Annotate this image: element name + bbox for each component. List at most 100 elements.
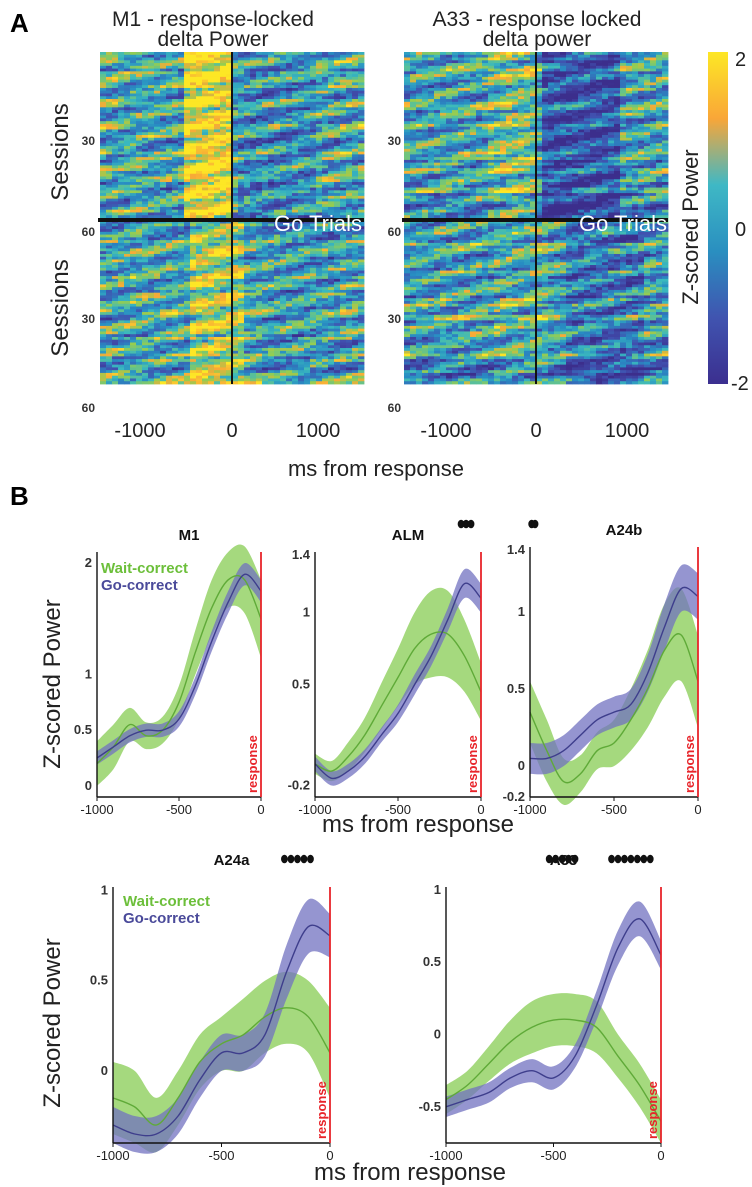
heatmap-cell	[286, 289, 293, 294]
heatmap-cell	[304, 336, 311, 341]
heatmap-cell	[136, 90, 143, 94]
heatmap-cell	[322, 350, 329, 354]
heatmap-cell	[322, 93, 329, 97]
heatmap-cell	[322, 209, 329, 213]
heatmap-cell	[136, 253, 143, 258]
heatmap-cell	[100, 295, 107, 299]
heatmap-cell	[142, 182, 149, 186]
heatmap-cell	[292, 176, 299, 180]
heatmap-cell	[118, 356, 125, 360]
heatmap-cell	[232, 331, 239, 335]
heatmap-cell	[130, 104, 137, 108]
heatmap-cell	[274, 284, 281, 288]
heatmap-cell	[124, 328, 131, 332]
heatmap-cell	[130, 54, 137, 58]
heatmap-cell	[148, 146, 155, 150]
heatmap-cell	[148, 298, 155, 302]
heatmap-cell	[202, 146, 209, 150]
heatmap-cell	[136, 301, 143, 305]
heatmap-cell	[352, 284, 359, 288]
heatmap-cell	[154, 170, 161, 175]
heatmap-cell	[304, 52, 311, 56]
heatmap-cell	[130, 229, 137, 233]
heatmap-cell	[172, 289, 179, 294]
heatmap-cell	[106, 60, 113, 64]
heatmap-cell	[232, 295, 239, 299]
heatmap-cell	[280, 359, 287, 363]
heatmap-cell	[340, 201, 347, 205]
heatmap-cell	[304, 301, 311, 305]
heatmap-cell	[148, 364, 155, 368]
heatmap-cell	[322, 223, 329, 227]
heatmap-cell	[286, 65, 293, 69]
heatmap-cell	[292, 146, 299, 150]
heatmap-cell	[106, 146, 113, 150]
heatmap-cell	[340, 350, 347, 354]
heatmap-cell	[328, 132, 335, 136]
heatmap-cell	[130, 353, 137, 357]
heatmap-cell	[238, 270, 245, 274]
heatmap-cell	[298, 323, 305, 327]
heatmap-cell	[322, 170, 329, 175]
heatmap-cell	[184, 276, 191, 280]
heatmap-cell	[256, 312, 263, 316]
heatmap-cell	[214, 320, 221, 324]
heatmap-cell	[130, 226, 137, 230]
heatmap-cell	[256, 242, 263, 247]
heatmap-cell	[304, 223, 311, 227]
heatmap-cell	[280, 52, 287, 56]
heatmap-cell	[334, 63, 341, 67]
heatmap-cell	[328, 361, 335, 366]
heatmap-cell	[340, 287, 347, 291]
heatmap-cell	[226, 79, 233, 83]
heatmap-cell	[130, 350, 137, 354]
heatmap-cell	[118, 259, 125, 263]
heatmap-cell	[256, 63, 263, 67]
heatmap-cell	[106, 148, 113, 152]
heatmap-cell	[148, 193, 155, 197]
heatmap-cell	[226, 143, 233, 147]
heatmap-cell	[310, 265, 317, 269]
heatmap-cell	[136, 220, 143, 224]
heatmap-cell	[310, 115, 317, 119]
heatmap-cell	[220, 289, 227, 294]
heatmap-cell	[226, 336, 233, 341]
heatmap-cell	[166, 146, 173, 150]
heatmap-cell	[292, 237, 299, 241]
heatmap-cell	[190, 295, 197, 299]
heatmap-cell	[256, 284, 263, 288]
heatmap-cell	[280, 226, 287, 230]
heatmap-cell	[178, 140, 185, 144]
heatmap-cell	[346, 68, 353, 72]
heatmap-cell	[238, 159, 245, 164]
heatmap-cell	[262, 245, 269, 249]
heatmap-cell	[244, 325, 251, 330]
heatmap-cell	[286, 168, 293, 172]
heatmap-cell	[292, 278, 299, 283]
heatmap-cell	[298, 96, 305, 100]
heatmap-cell	[136, 104, 143, 108]
heatmap-cell	[328, 295, 335, 299]
heatmap-cell	[322, 356, 329, 360]
heatmap-cell	[130, 248, 137, 252]
heatmap-cell	[112, 110, 119, 114]
heatmap-cell	[358, 87, 365, 92]
heatmap-cell	[256, 306, 263, 310]
heatmap-cell	[220, 356, 227, 360]
heatmap-cell	[136, 356, 143, 360]
heatmap-cell	[268, 281, 275, 285]
heatmap-cell	[340, 245, 347, 249]
heatmap-cell	[178, 79, 185, 83]
heatmap-cell	[310, 93, 317, 97]
heatmap-cell	[268, 356, 275, 360]
heatmap-cell	[298, 259, 305, 263]
heatmap-cell	[322, 54, 329, 58]
heatmap-cell	[304, 273, 311, 277]
heatmap-cell	[244, 251, 251, 255]
heatmap-cell	[124, 179, 131, 183]
heatmap-cell	[292, 317, 299, 321]
heatmap-cell	[310, 231, 317, 235]
heatmap-cell	[298, 273, 305, 277]
heatmap-cell	[112, 54, 119, 58]
heatmap-cell	[118, 361, 125, 366]
